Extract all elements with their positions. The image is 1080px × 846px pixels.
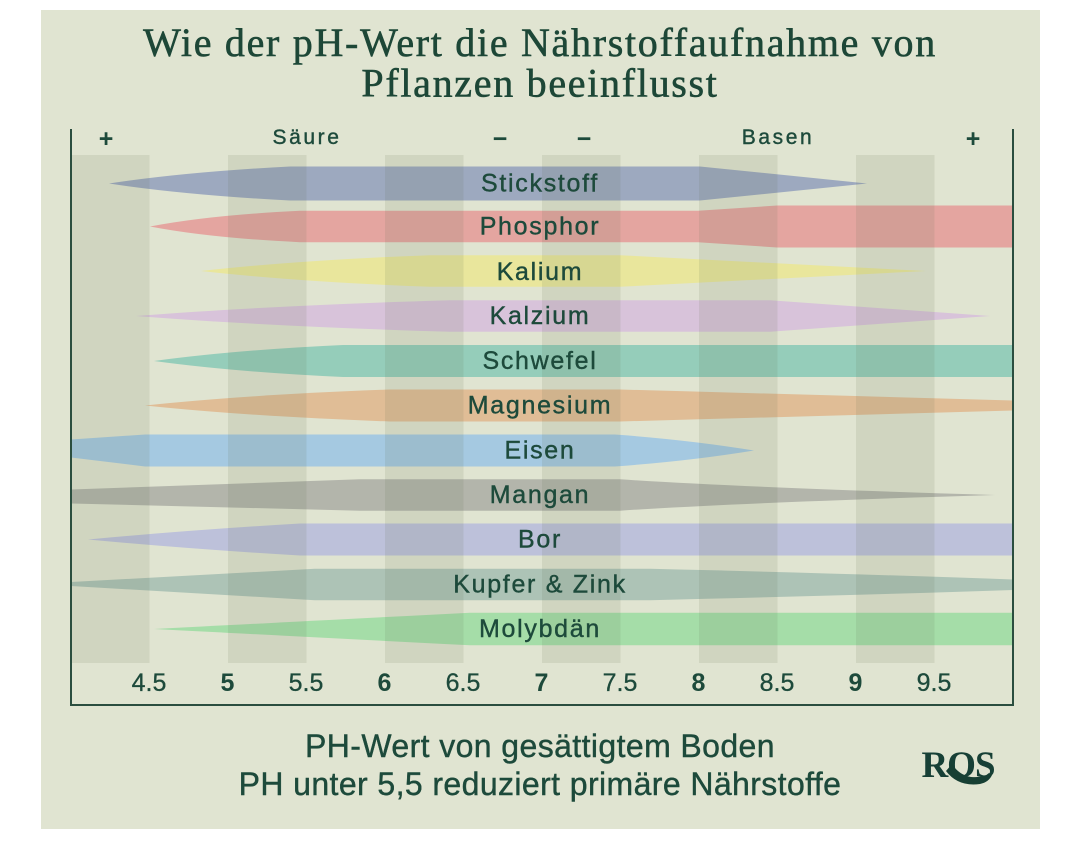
svg-text:5: 5 — [221, 669, 235, 697]
svg-text:Magnesium: Magnesium — [468, 392, 613, 420]
svg-text:Kalzium: Kalzium — [490, 302, 591, 330]
svg-text:6: 6 — [378, 669, 392, 697]
svg-text:+: + — [99, 125, 114, 153]
svg-text:Säure: Säure — [272, 126, 341, 149]
svg-text:+: + — [966, 125, 981, 153]
svg-text:7.5: 7.5 — [603, 669, 638, 697]
svg-text:9: 9 — [849, 669, 863, 697]
svg-text:Mangan: Mangan — [490, 481, 591, 509]
svg-text:Kupfer & Zink: Kupfer & Zink — [453, 571, 627, 599]
svg-text:Bor: Bor — [518, 526, 562, 554]
svg-text:−: − — [577, 125, 592, 153]
svg-text:−: − — [493, 125, 508, 153]
svg-text:9.5: 9.5 — [917, 669, 952, 697]
svg-text:8: 8 — [692, 669, 706, 697]
svg-text:Schwefel: Schwefel — [482, 347, 597, 375]
svg-text:Molybdän: Molybdän — [479, 615, 601, 643]
svg-text:PH unter 5,5 reduziert primäre: PH unter 5,5 reduziert primäre Nährstoff… — [239, 766, 842, 802]
svg-text:Wie der pH-Wert die Nährstoffa: Wie der pH-Wert die Nährstoffaufnahme vo… — [143, 20, 937, 65]
svg-text:Phosphor: Phosphor — [480, 213, 601, 241]
svg-text:Stickstoff: Stickstoff — [481, 170, 599, 198]
svg-text:4.5: 4.5 — [132, 669, 167, 697]
svg-text:Kalium: Kalium — [497, 258, 584, 286]
svg-text:Eisen: Eisen — [504, 437, 575, 465]
svg-text:5.5: 5.5 — [289, 669, 324, 697]
svg-text:6.5: 6.5 — [446, 669, 481, 697]
svg-text:7: 7 — [535, 669, 549, 697]
svg-text:Pflanzen beeinflusst: Pflanzen beeinflusst — [361, 61, 718, 106]
svg-text:8.5: 8.5 — [760, 669, 795, 697]
svg-text:PH-Wert von gesättigtem Boden: PH-Wert von gesättigtem Boden — [305, 728, 775, 764]
svg-text:Basen: Basen — [742, 126, 815, 149]
